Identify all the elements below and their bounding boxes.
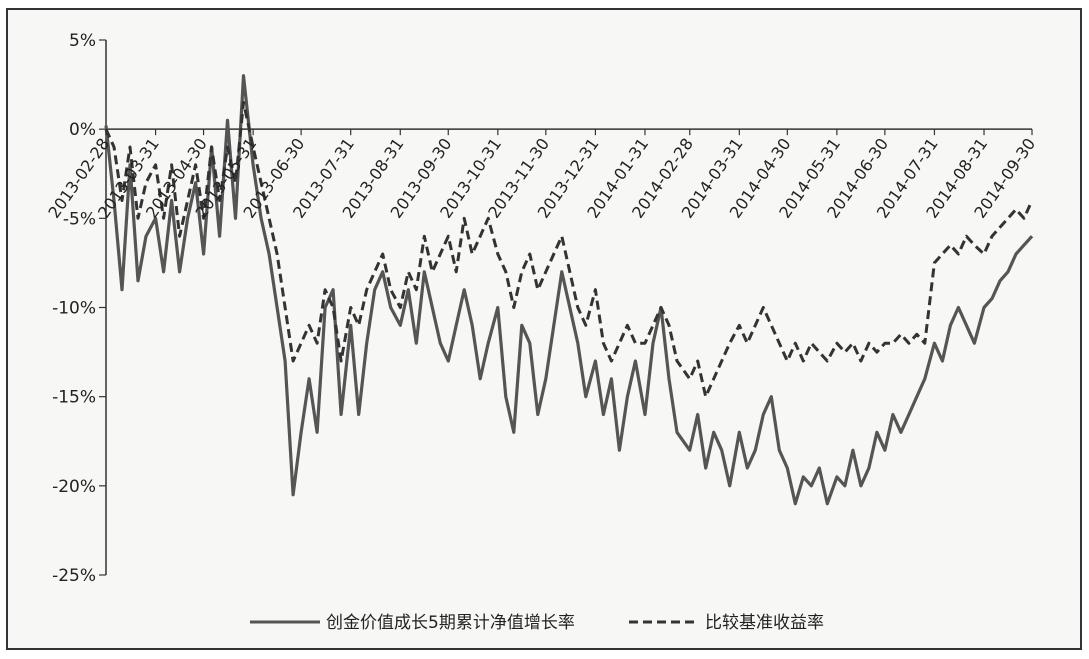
- chart-frame: 5% 0% -5% -10% -15% -20% -25% 2013-02-28 2013-0…: [6, 8, 1082, 650]
- y-tick-label: 5%: [69, 31, 96, 51]
- y-tick-label: -5%: [63, 209, 96, 229]
- y-tick-label: -25%: [52, 566, 96, 586]
- y-tick-label: 0%: [69, 120, 96, 140]
- y-tick-label: -15%: [52, 388, 96, 408]
- chart-legend: 创金价值成长5期累计净值增长率 比较基准收益率: [250, 613, 824, 633]
- y-axis-ticks: 5% 0% -5% -10% -15% -20% -25%: [52, 31, 106, 586]
- series-line-2: [104, 100, 1034, 399]
- legend-label-2: 比较基准收益率: [705, 613, 824, 633]
- legend-label-1: 创金价值成长5期累计净值增长率: [326, 613, 575, 633]
- series-layer: [104, 74, 1034, 506]
- line-chart: 5%0%-5%-10%-15%-20%-25% 2013-02-282013-0…: [44, 31, 1039, 633]
- series-line-1: [104, 74, 1034, 506]
- y-tick-label: -20%: [52, 477, 96, 497]
- y-tick-label: -10%: [52, 299, 96, 319]
